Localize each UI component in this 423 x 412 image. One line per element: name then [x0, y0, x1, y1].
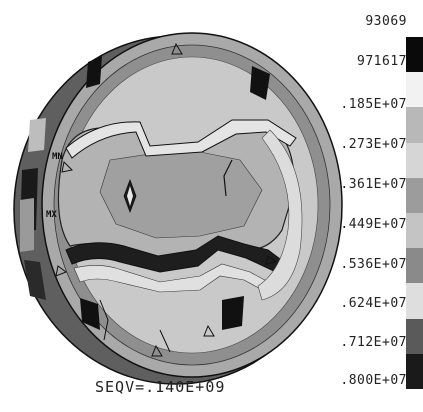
rim-band-mid	[20, 198, 34, 252]
triangle-marker	[55, 265, 68, 277]
crack-line	[99, 299, 109, 341]
triangle-marker	[171, 42, 183, 55]
legend-label-5: .449E+07	[340, 217, 407, 232]
ring-pocket	[86, 56, 102, 88]
legend-label-2: .185E+07	[340, 97, 407, 112]
triangle-marker	[61, 160, 74, 173]
crack-line	[223, 159, 233, 197]
legend-swatch	[406, 177, 423, 214]
right-halo	[257, 129, 303, 301]
ring-pocket	[80, 298, 100, 330]
triangle-marker	[151, 344, 163, 357]
upper-stress-band	[65, 119, 297, 159]
legend-swatch	[406, 213, 423, 249]
legend-label-0: 93069	[365, 14, 407, 29]
legend-swatch	[406, 248, 423, 284]
legend-label-3: .273E+07	[340, 137, 407, 152]
legend-swatch	[406, 142, 423, 179]
legend-label-4: .361E+07	[340, 177, 407, 192]
legend-label-6: .536E+07	[340, 257, 407, 272]
legend-label-7: .624E+07	[340, 296, 407, 311]
triangle-marker	[203, 324, 215, 337]
legend-swatch	[406, 37, 423, 73]
result-caption: SEQV=.140E+09	[95, 378, 226, 396]
legend-label-9: .800E+07	[340, 373, 407, 388]
legend-swatch	[406, 283, 423, 320]
min-marker-label: MN	[52, 152, 63, 162]
legend-swatch	[406, 353, 423, 390]
legend-color-bar	[406, 37, 423, 390]
legend-swatch	[406, 107, 423, 144]
crack-line	[159, 329, 171, 353]
ring-pocket	[222, 296, 244, 330]
ring-pocket	[250, 66, 270, 100]
rim-band-light	[28, 118, 46, 152]
rim-band-dark	[24, 260, 46, 300]
legend-swatch	[406, 318, 423, 355]
legend-label-8: .712E+07	[340, 335, 407, 350]
legend-label-1: 971617	[357, 54, 407, 69]
center-diamond-core	[127, 186, 133, 206]
max-marker-label: MX	[46, 210, 57, 220]
legend-swatch	[406, 72, 423, 108]
triangle-marker	[265, 255, 278, 265]
